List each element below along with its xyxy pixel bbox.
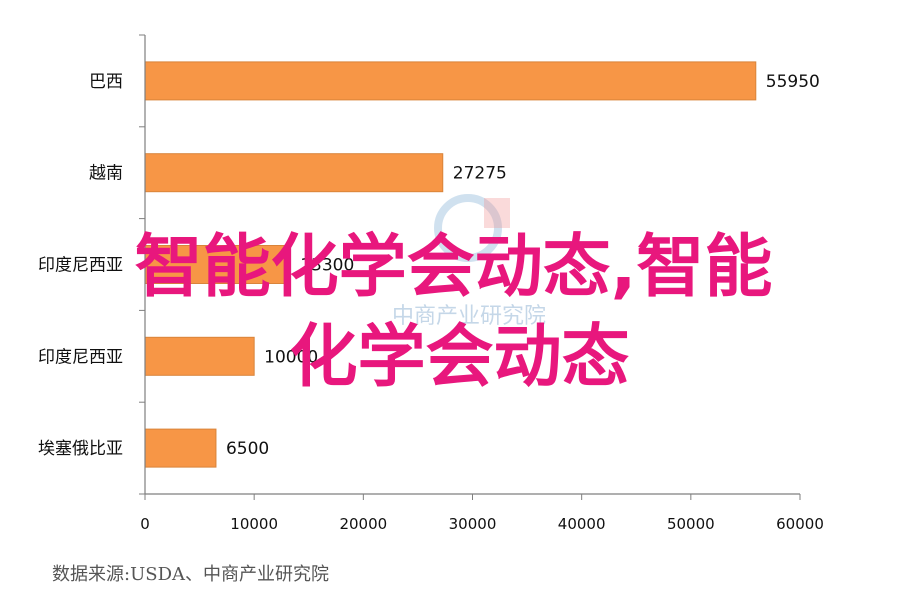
x-tick-label-5: 50000	[667, 515, 715, 533]
value-label-2: 13300	[300, 256, 354, 276]
value-label-4: 6500	[226, 439, 269, 459]
source-note: 数据来源:USDA、中商产业研究院	[52, 564, 329, 585]
bar-1	[144, 153, 444, 193]
category-label-0: 巴西	[89, 72, 123, 92]
x-tick-label-1: 10000	[230, 515, 278, 533]
value-label-0: 55950	[766, 72, 820, 92]
category-label-3: 印度尼西亚	[38, 347, 123, 367]
bar-0	[144, 61, 757, 101]
x-tick-label-4: 40000	[558, 515, 606, 533]
category-label-2: 印度尼西亚	[38, 256, 123, 276]
watermark-logo-icon	[434, 194, 502, 262]
watermark-logo-accent-icon	[484, 198, 510, 228]
overlay-text-line-2: 化学会动态	[289, 318, 630, 397]
x-tick-label-6: 60000	[776, 515, 824, 533]
category-label-1: 越南	[89, 164, 123, 184]
bar-4	[144, 428, 217, 468]
x-tick-label-0: 0	[140, 515, 150, 533]
overlay-text-line-1: 智能化学会动态,智能	[134, 228, 773, 307]
value-label-3: 10000	[264, 347, 318, 367]
x-tick-label-2: 20000	[339, 515, 387, 533]
watermark-text: 中商产业研究院	[392, 304, 547, 329]
value-label-1: 27275	[453, 164, 507, 184]
category-label-4: 埃塞俄比亚	[38, 439, 123, 459]
bar-3	[144, 336, 255, 376]
x-tick-label-3: 30000	[449, 515, 497, 533]
